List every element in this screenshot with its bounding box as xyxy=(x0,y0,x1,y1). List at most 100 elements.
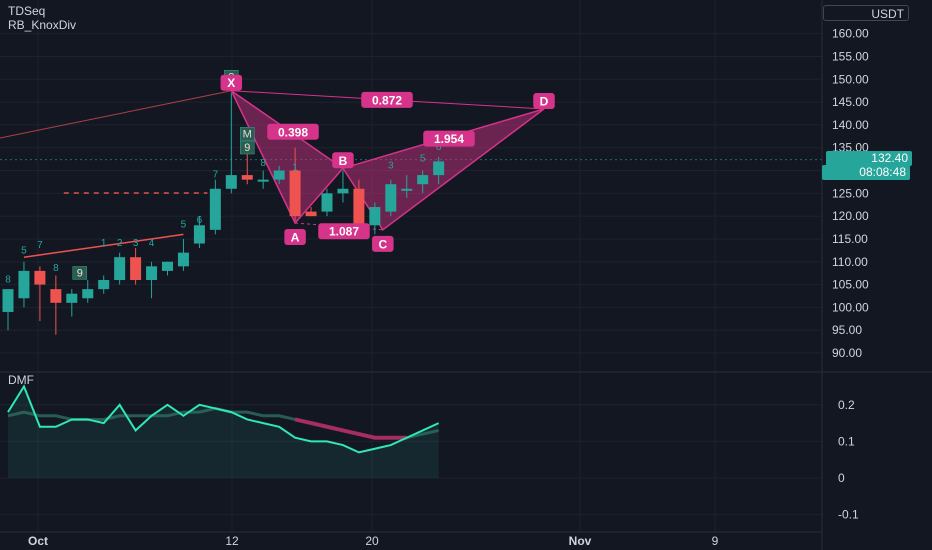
indicator-knoxdiv[interactable]: RB_KnoxDiv xyxy=(8,18,77,32)
dmf-line xyxy=(7,384,440,454)
pattern-label-a: A xyxy=(291,230,300,244)
ratio-bd-label: 1.954 xyxy=(434,132,464,146)
time-tick-label: Oct xyxy=(28,534,48,548)
candle-body xyxy=(98,280,110,290)
candle-body xyxy=(305,211,317,217)
pattern-labels: X A B C D 0.398 1.087 1.954 0.872 xyxy=(220,74,555,252)
currency-selector[interactable]: USDT xyxy=(823,5,909,21)
td-count-9-high: 9 xyxy=(244,142,250,154)
candle-body xyxy=(193,225,205,244)
candle-body xyxy=(289,170,301,217)
dmf-signal-bear-segment xyxy=(294,417,407,440)
td-count-number: 5 xyxy=(420,153,426,164)
td-count-9-low-box xyxy=(72,266,88,280)
td-count-number: 1 xyxy=(101,238,107,249)
bar-countdown: 08:08:48 xyxy=(822,165,910,180)
price-tick-label: 150.00 xyxy=(832,72,869,86)
price-tick-label: 90.00 xyxy=(832,346,862,360)
td-perfected-m: M xyxy=(243,128,252,140)
td-count-9-high-box xyxy=(240,140,255,155)
pattern-label-d-bg xyxy=(533,92,555,109)
ratio-ac-label-bg xyxy=(318,223,370,240)
candle-body xyxy=(114,257,126,281)
time-tick-label: Nov xyxy=(569,534,592,548)
candle-body xyxy=(225,175,237,189)
time-tick-label: 12 xyxy=(225,534,239,548)
price-tick-label: 105.00 xyxy=(832,278,869,292)
candle-body xyxy=(433,161,445,176)
td-count-number: 5 xyxy=(21,246,27,257)
indicator-dmf[interactable]: DMF xyxy=(8,373,34,387)
price-tick-label: 145.00 xyxy=(832,95,869,109)
price-tick-label: 140.00 xyxy=(832,118,869,132)
td-count-number: 6 xyxy=(436,142,442,153)
candle-body xyxy=(353,188,365,226)
candle-body xyxy=(177,252,189,267)
price-tick-label: 95.00 xyxy=(832,323,862,337)
dmf-pane xyxy=(7,384,440,478)
current-price-tag: 132.40 xyxy=(826,151,912,166)
knox-bear-line xyxy=(0,90,232,139)
time-tick-label: 9 xyxy=(712,534,719,548)
candlestick-series xyxy=(2,92,445,335)
td-count-number: 3 xyxy=(133,238,139,249)
candle-body xyxy=(50,289,62,303)
candle-body xyxy=(337,188,349,194)
knox-bull-line xyxy=(23,233,184,258)
pattern-label-b-bg xyxy=(332,152,354,169)
pattern-label-x-bg xyxy=(220,74,243,91)
ratio-bd-label-bg xyxy=(423,130,475,147)
price-tick-label: 125.00 xyxy=(832,186,869,200)
knox-divergence-lines xyxy=(0,90,232,258)
td-count-number: 7 xyxy=(213,169,219,180)
time-tick-label: 20 xyxy=(365,534,379,548)
candle-body xyxy=(162,261,173,271)
td-count-number: 7 xyxy=(37,240,43,251)
candle-body xyxy=(369,207,381,226)
td-count-number: 3 xyxy=(388,160,394,171)
candle-body xyxy=(130,257,142,281)
price-tick-label: 115.00 xyxy=(832,232,868,246)
candle-body xyxy=(241,175,253,180)
candle-body xyxy=(257,179,269,182)
td-count-number: 1 xyxy=(292,163,298,174)
candle-body xyxy=(82,289,94,299)
pattern-label-a-bg xyxy=(284,228,306,245)
pattern-label-x: X xyxy=(227,76,235,90)
dmf-tick-label: 0 xyxy=(838,471,845,485)
td-count-number: 6 xyxy=(197,215,203,226)
ratio-ac-label: 1.087 xyxy=(329,225,359,239)
td-count-number: 8 xyxy=(53,263,59,274)
pattern-label-b: B xyxy=(339,154,348,168)
ratio-xd-label-bg xyxy=(361,91,413,108)
dmf-tick-label: 0.2 xyxy=(838,398,855,412)
price-tick-label: 120.00 xyxy=(832,209,869,223)
candle-body xyxy=(146,266,158,281)
pattern-label-d: D xyxy=(540,94,549,108)
pattern-label-c: C xyxy=(378,237,387,251)
candle-body xyxy=(18,270,30,299)
candle-body xyxy=(34,270,46,285)
pattern-label-c-bg xyxy=(372,235,394,252)
candle-body xyxy=(417,175,429,185)
td-count-number: 5 xyxy=(181,220,187,231)
candle-body xyxy=(66,293,78,303)
indicator-tdseq[interactable]: TDSeq xyxy=(8,4,46,18)
currency-label: USDT xyxy=(871,7,904,21)
ratio-xb-label-bg xyxy=(267,123,319,140)
td-count-number: 8 xyxy=(5,274,11,285)
candle-body xyxy=(385,184,397,212)
ratio-xd-label: 0.872 xyxy=(372,93,402,107)
candle-body xyxy=(273,170,285,180)
td-count-9-low: 9 xyxy=(77,267,83,279)
price-tick-label: 160.00 xyxy=(832,27,869,41)
candle-body xyxy=(321,193,333,212)
candle-body xyxy=(401,188,413,191)
td-count-number: 8 xyxy=(260,158,266,169)
dmf-tick-label: -0.1 xyxy=(838,508,859,522)
dmf-tick-label: 0.1 xyxy=(838,434,855,448)
td-perfected-m-box xyxy=(240,127,255,141)
ratio-xb-label: 0.398 xyxy=(278,125,308,139)
